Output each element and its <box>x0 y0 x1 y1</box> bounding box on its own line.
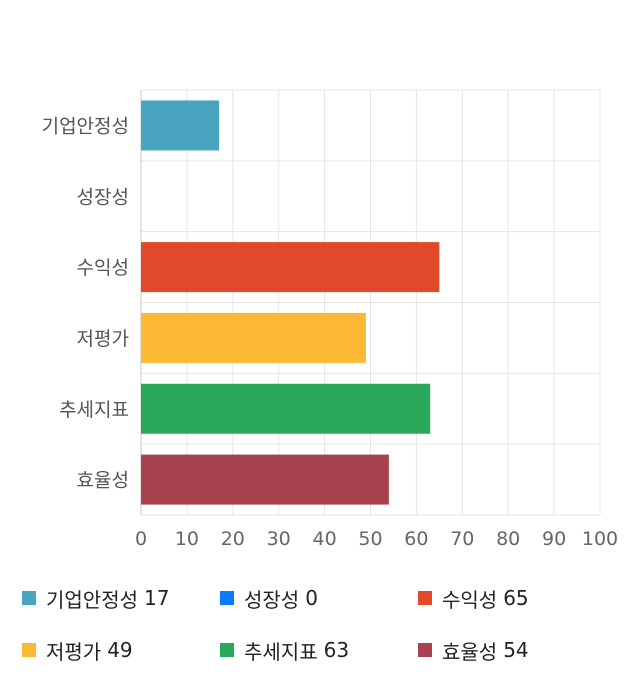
x-tick-label: 80 <box>496 528 520 550</box>
x-tick-label: 70 <box>450 528 474 550</box>
legend-item[interactable]: 성장성 0 <box>220 583 318 613</box>
bar-4 <box>141 312 366 363</box>
legend-value: 49 <box>107 638 133 662</box>
legend-label: 수익성 <box>442 587 498 612</box>
legend-label: 기업안정성 <box>46 587 138 612</box>
legend-item[interactable]: 기업안정성 17 <box>22 583 169 613</box>
legend-value: 54 <box>503 638 529 662</box>
category-label: 수익성 <box>77 257 129 279</box>
legend-label: 저평가 <box>46 639 102 664</box>
legend-item[interactable]: 저평가 49 <box>22 635 133 665</box>
legend-item[interactable]: 효율성 54 <box>418 635 529 665</box>
bar-1 <box>141 100 220 151</box>
legend-value: 17 <box>144 586 170 610</box>
legend-swatch <box>220 591 234 605</box>
x-tick-label: 10 <box>175 528 199 550</box>
legend-swatch <box>418 643 432 657</box>
legend-value: 63 <box>323 638 350 662</box>
x-tick-label: 0 <box>135 528 147 550</box>
legend-swatch <box>22 591 36 605</box>
legend-swatch <box>22 643 36 657</box>
legend-value: 0 <box>305 586 318 610</box>
legend-item[interactable]: 수익성 65 <box>418 583 529 613</box>
bar-5 <box>141 383 431 434</box>
legend-swatch <box>418 591 432 605</box>
legend-value: 65 <box>503 586 529 610</box>
category-label: 성장성 <box>77 186 129 208</box>
x-tick-label: 40 <box>313 528 337 550</box>
category-label: 추세지표 <box>59 399 129 421</box>
bar-3 <box>141 242 440 293</box>
category-label: 저평가 <box>77 328 129 350</box>
x-tick-label: 100 <box>582 528 618 550</box>
x-tick-label: 60 <box>404 528 428 550</box>
legend: 기업안정성 17 성장성 0 수익성 65 저평가 49 추세지표 63 효율성… <box>0 578 640 688</box>
legend-swatch <box>220 643 234 657</box>
x-tick-label: 20 <box>221 528 245 550</box>
category-label: 기업안정성 <box>42 115 129 137</box>
category-label: 효율성 <box>77 470 129 492</box>
legend-label: 효율성 <box>442 639 498 664</box>
legend-label: 성장성 <box>244 587 300 612</box>
legend-label: 추세지표 <box>244 639 318 664</box>
x-tick-label: 90 <box>542 528 566 550</box>
x-tick-label: 30 <box>267 528 291 550</box>
x-tick-label: 50 <box>358 528 382 550</box>
legend-item[interactable]: 추세지표 63 <box>220 635 349 665</box>
bar-6 <box>141 454 389 505</box>
